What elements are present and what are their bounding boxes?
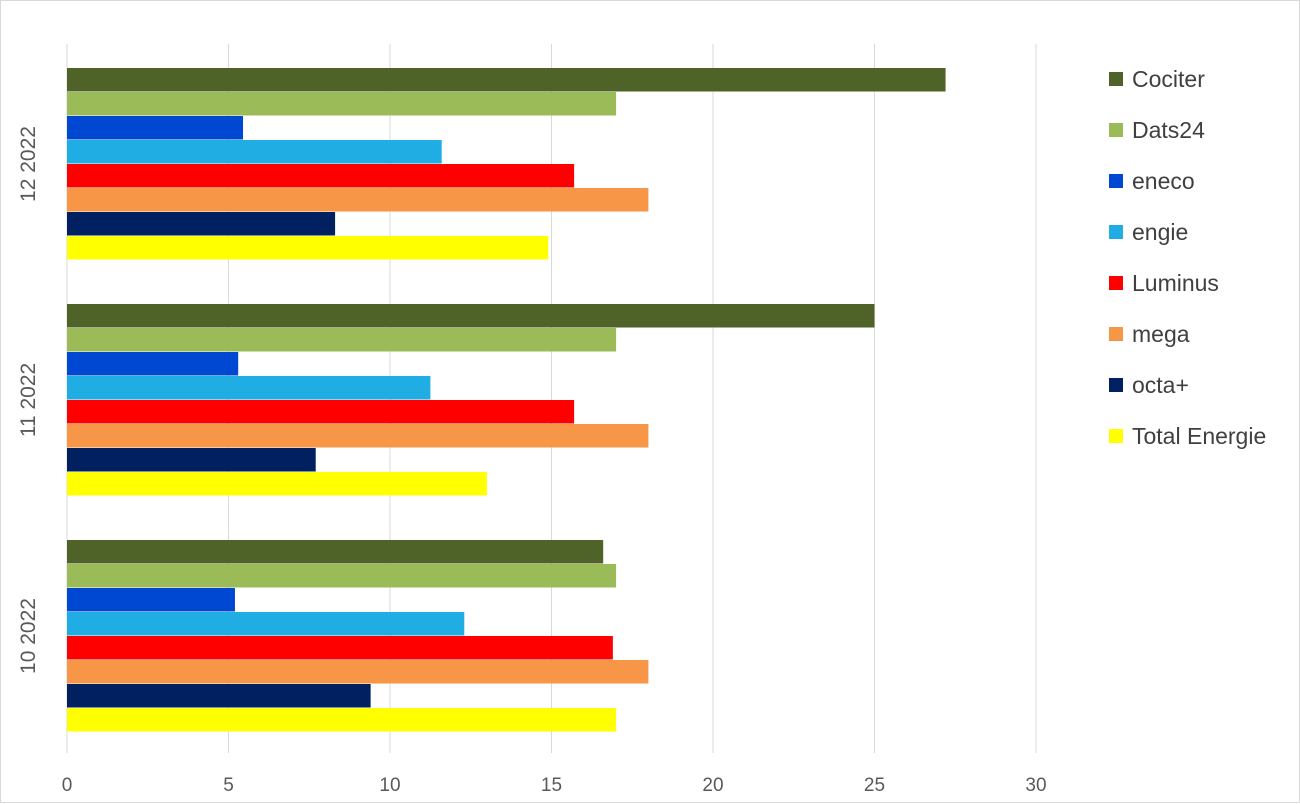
y-axis-category-labels: 12 2022 11 2022 10 2022: [17, 126, 40, 674]
legend-swatch: [1109, 429, 1123, 443]
bar: [67, 376, 431, 400]
legend: Cociter Dats24 eneco engie Luminus mega octa+ T…: [1109, 66, 1266, 449]
x-axis-tick-labels: 0 5 10 15 20 25 30: [62, 775, 1047, 796]
legend-swatch: [1109, 174, 1123, 188]
bar: [67, 236, 549, 260]
x-tick-label: 5: [223, 775, 234, 796]
bar: [67, 684, 371, 708]
category-label: 10 2022: [17, 598, 40, 674]
x-tick-label: 20: [702, 775, 723, 796]
legend-swatch: [1109, 327, 1123, 341]
legend-label: eneco: [1132, 168, 1195, 194]
legend-label: Dats24: [1132, 117, 1205, 143]
bar: [67, 660, 649, 684]
x-tick-label: 15: [541, 775, 562, 796]
category-label: 11 2022: [17, 363, 40, 437]
x-tick-label: 30: [1025, 775, 1046, 796]
bar: [67, 116, 244, 140]
bar: [67, 304, 875, 328]
bars: [67, 68, 946, 732]
bar: [67, 328, 617, 352]
bar: [67, 540, 604, 564]
legend-label: Total Energie: [1132, 423, 1266, 449]
x-tick-label: 25: [864, 775, 885, 796]
category-label: 12 2022: [17, 126, 40, 202]
bar: [67, 92, 617, 116]
bar: [67, 424, 649, 448]
legend-label: Cociter: [1132, 66, 1205, 92]
bar: [67, 68, 946, 92]
bar: [67, 612, 465, 636]
legend-swatch: [1109, 225, 1123, 239]
x-tick-label: 0: [62, 775, 73, 796]
bar: [67, 636, 613, 660]
legend-swatch: [1109, 72, 1123, 86]
bar: [67, 448, 316, 472]
legend-swatch: [1109, 276, 1123, 290]
bar: [67, 708, 617, 732]
bar: [67, 212, 336, 236]
bar: [67, 564, 617, 588]
legend-label: Luminus: [1132, 270, 1219, 296]
bar: [67, 400, 575, 424]
bar: [67, 188, 649, 212]
bar: [67, 140, 442, 164]
legend-label: mega: [1132, 321, 1190, 347]
bar: [67, 472, 487, 496]
bar: [67, 352, 239, 376]
x-tick-label: 10: [379, 775, 400, 796]
bar: [67, 588, 235, 612]
bar: [67, 164, 575, 188]
legend-swatch: [1109, 378, 1123, 392]
legend-swatch: [1109, 123, 1123, 137]
legend-label: engie: [1132, 219, 1188, 245]
legend-label: octa+: [1132, 372, 1189, 398]
